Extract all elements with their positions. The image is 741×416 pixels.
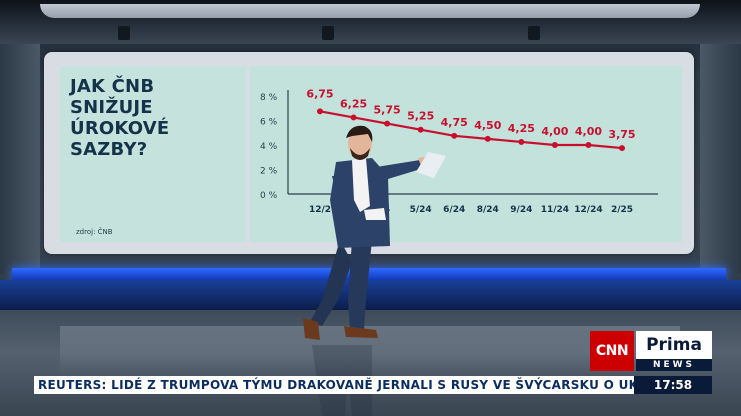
x-tick-label: 8/24 <box>477 205 499 215</box>
studio-column-right <box>700 44 741 274</box>
studio-light-rig <box>118 26 130 40</box>
x-tick-label: 12/24 <box>574 205 602 215</box>
wall-headline-line2: ÚROKOVÉ SAZBY? <box>70 118 170 160</box>
x-tick-label: 2/25 <box>611 205 633 215</box>
cnn-logo: CNN <box>590 331 634 371</box>
data-point <box>551 142 558 148</box>
ticker-text: REUTERS: LIDÉ Z TRUMPOVA TÝMU DRAKOVANĚ … <box>38 378 634 392</box>
x-tick-label: 9/24 <box>510 205 532 215</box>
data-label: 3,75 <box>608 128 635 141</box>
news-logo: NEWS <box>636 359 712 371</box>
stage-led-strip <box>12 268 726 280</box>
data-label: 4,00 <box>541 125 568 138</box>
x-tick-label: 5/24 <box>410 205 432 215</box>
data-point <box>451 132 458 139</box>
wall-source: zdroj: ČNB <box>76 228 113 236</box>
broadcast-clock: 17:58 <box>634 376 712 394</box>
data-point <box>484 135 491 142</box>
y-tick-label: 0 % <box>260 191 278 201</box>
news-ticker: REUTERS: LIDÉ Z TRUMPOVA TÝMU DRAKOVANĚ … <box>34 376 634 394</box>
x-tick-label: 12/2 <box>309 205 331 215</box>
data-point <box>417 126 424 133</box>
data-label: 5,25 <box>407 110 434 123</box>
data-label: 4,50 <box>474 119 501 132</box>
y-tick-label: 4 % <box>260 142 278 152</box>
y-tick-label: 6 % <box>260 118 278 128</box>
data-label: 4,00 <box>575 125 602 138</box>
x-tick-label: 11/24 <box>541 205 569 215</box>
data-point <box>317 108 323 115</box>
data-label: 4,25 <box>508 122 535 135</box>
wall-headline-line1: JAK ČNB SNIŽUJE <box>70 76 155 118</box>
data-point <box>585 142 592 148</box>
studio-light-rig <box>322 26 334 40</box>
x-tick-label: 6/24 <box>443 205 465 215</box>
studio-column-left <box>0 44 40 274</box>
data-label: 5,75 <box>374 104 401 117</box>
y-tick-label: 2 % <box>260 167 278 177</box>
stage-base <box>0 280 741 310</box>
series-line <box>319 110 623 150</box>
data-label: 6,75 <box>306 87 333 100</box>
video-wall-chart-panel <box>250 66 682 242</box>
prima-logo: Prima <box>636 331 712 359</box>
studio-light-rig <box>528 26 540 40</box>
wall-headline: JAK ČNB SNIŽUJE ÚROKOVÉ SAZBY? <box>70 76 240 160</box>
data-point <box>350 114 357 121</box>
data-label: 6,25 <box>340 97 367 110</box>
data-point <box>518 138 525 145</box>
y-tick-label: 8 % <box>260 93 278 103</box>
data-label: 4,75 <box>441 116 468 129</box>
video-wall-title-panel <box>60 66 246 242</box>
ceiling-light <box>40 4 700 18</box>
data-point <box>384 120 391 127</box>
data-point <box>619 145 625 152</box>
